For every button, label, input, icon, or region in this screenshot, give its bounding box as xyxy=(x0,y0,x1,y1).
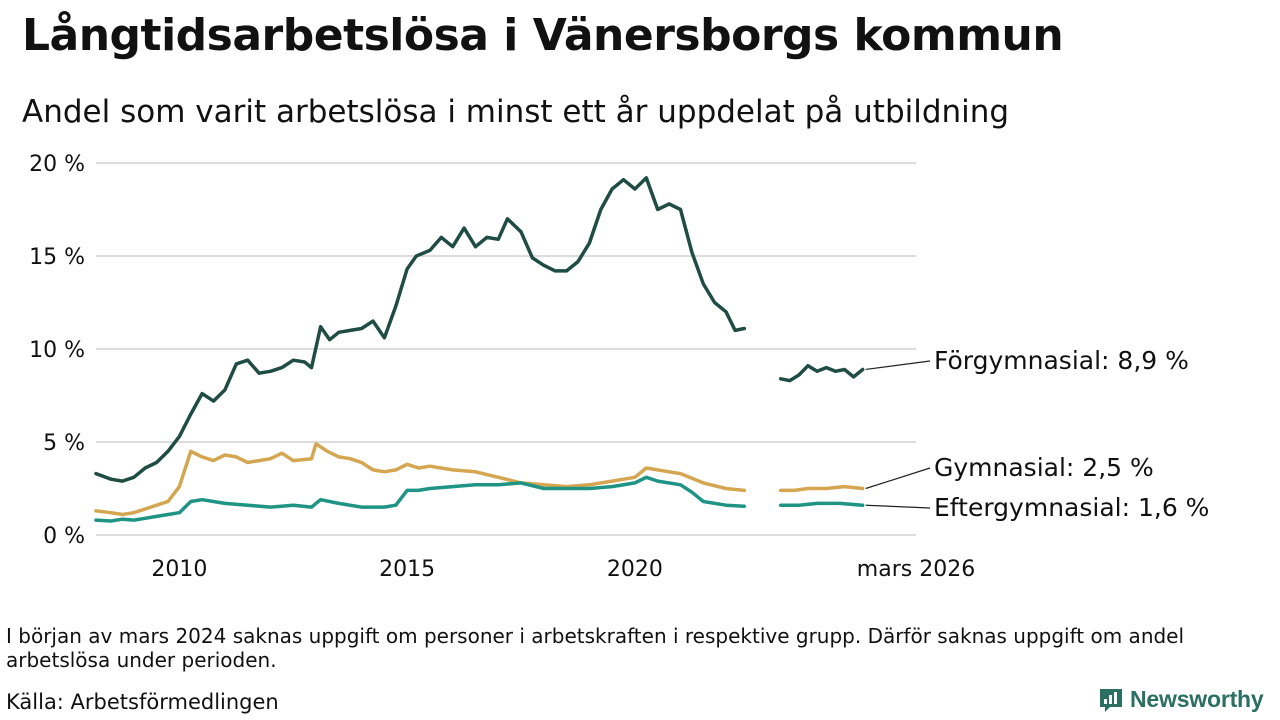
x-tick-label: 2015 xyxy=(379,557,435,582)
series-lines xyxy=(94,176,865,523)
y-tick-label: 20 % xyxy=(29,152,85,177)
y-tick-label: 5 % xyxy=(43,431,85,456)
y-tick-label: 15 % xyxy=(29,245,85,270)
series-line-förgymnasial xyxy=(778,363,865,383)
end-label-leader xyxy=(865,360,931,371)
y-tick-label: 10 % xyxy=(29,338,85,363)
x-tick-label: 2010 xyxy=(151,557,207,582)
footnote: I början av mars 2024 saknas uppgift om … xyxy=(6,624,1185,672)
x-tick-label: 2020 xyxy=(607,557,663,582)
series-line-förgymnasial xyxy=(94,176,747,483)
end-label-eftergymnasial: Eftergymnasial: 1,6 % xyxy=(934,493,1209,522)
y-axis-ticks: 0 % 5 % 10 % 15 % 20 % xyxy=(29,152,85,549)
y-tick-label: 0 % xyxy=(43,524,85,549)
series-line-gymnasial xyxy=(94,442,747,517)
end-label-förgymnasial: Förgymnasial: 8,9 % xyxy=(934,346,1189,375)
end-label-gymnasial: Gymnasial: 2,5 % xyxy=(934,453,1154,482)
end-label-leader xyxy=(865,504,931,509)
source-credit: Källa: Arbetsförmedlingen xyxy=(6,690,279,714)
brand-logo[interactable]: Newsworthy xyxy=(1098,686,1264,713)
series-line-eftergymnasial xyxy=(778,501,865,507)
newsworthy-logo-icon xyxy=(1100,688,1122,712)
series-line-eftergymnasial xyxy=(94,475,747,523)
grid-lines xyxy=(96,162,916,536)
chart-title: Långtidsarbetslösa i Vänersborgs kommun xyxy=(22,10,1064,61)
chart-subtitle: Andel som varit arbetslösa i minst ett å… xyxy=(22,94,1010,130)
x-tick-label: mars 2026 xyxy=(857,557,975,582)
series-end-labels: Förgymnasial: 8,9 % Gymnasial: 2,5 % Efter… xyxy=(865,346,1209,522)
x-axis-ticks: 2010 2015 2020 mars 2026 xyxy=(151,557,975,582)
line-chart: 0 % 5 % 10 % 15 % 20 % 2010 2015 2020 mars 2026… xyxy=(29,152,1209,582)
brand-name: Newsworthy xyxy=(1130,686,1264,712)
series-line-gymnasial xyxy=(778,484,865,493)
end-label-leader xyxy=(865,467,931,490)
